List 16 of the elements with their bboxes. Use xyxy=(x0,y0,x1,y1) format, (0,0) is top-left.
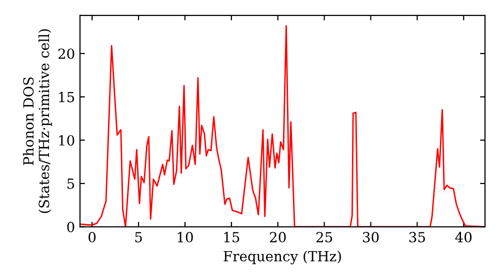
x-tick-label: 20 xyxy=(270,232,286,242)
x-tick-label: 25 xyxy=(316,232,332,242)
x-tick-label: 5 xyxy=(135,232,142,242)
y-tick-label: 10 xyxy=(59,135,74,146)
x-tick-label: 30 xyxy=(362,232,379,242)
x-axis-title: Frequency (THz) xyxy=(224,250,341,264)
x-tick-label: 40 xyxy=(455,232,472,242)
y-tick-label: 5 xyxy=(67,178,74,189)
x-tick-label: 15 xyxy=(224,232,240,242)
y-tick-label: 20 xyxy=(58,48,74,59)
y-axis-title: Phonon DOS (States/THz·primitive cell) xyxy=(22,29,52,213)
x-tick-label: 0 xyxy=(88,232,96,242)
x-tick-label: 35 xyxy=(409,232,425,242)
y-tick-label: 0 xyxy=(67,222,74,232)
y-tick-label: 15 xyxy=(59,92,74,102)
x-tick-label: 10 xyxy=(178,232,193,242)
